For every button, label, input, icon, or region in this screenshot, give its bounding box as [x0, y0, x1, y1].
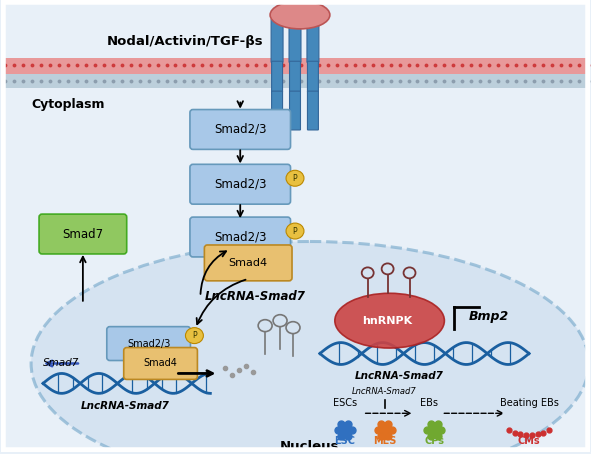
Text: LncRNA-Smad7: LncRNA-Smad7	[204, 290, 306, 303]
Text: LncRNA-Smad7: LncRNA-Smad7	[352, 387, 417, 396]
FancyBboxPatch shape	[124, 348, 197, 380]
Text: P: P	[192, 331, 197, 340]
Text: Smad4: Smad4	[229, 258, 268, 268]
Text: ESCs: ESCs	[333, 398, 357, 408]
FancyBboxPatch shape	[289, 19, 301, 63]
Ellipse shape	[286, 170, 304, 186]
FancyBboxPatch shape	[39, 214, 126, 254]
Text: LncRNA-Smad7: LncRNA-Smad7	[82, 401, 170, 411]
FancyBboxPatch shape	[307, 19, 319, 63]
Text: hnRNPK: hnRNPK	[362, 316, 413, 326]
FancyBboxPatch shape	[272, 91, 282, 130]
Text: Smad2/3: Smad2/3	[214, 178, 267, 191]
FancyBboxPatch shape	[290, 91, 300, 130]
Text: MES: MES	[373, 436, 397, 446]
Text: CPs: CPs	[424, 436, 444, 446]
Text: CMs: CMs	[518, 436, 540, 446]
FancyBboxPatch shape	[190, 217, 291, 257]
FancyBboxPatch shape	[204, 245, 292, 281]
FancyBboxPatch shape	[307, 61, 319, 92]
Ellipse shape	[270, 1, 330, 29]
Ellipse shape	[186, 328, 203, 344]
Text: Smad2/3: Smad2/3	[214, 123, 267, 136]
FancyBboxPatch shape	[271, 19, 283, 63]
Text: Smad7: Smad7	[43, 359, 79, 369]
FancyBboxPatch shape	[272, 61, 282, 92]
Bar	[1, 58, 590, 74]
Ellipse shape	[31, 242, 589, 454]
FancyBboxPatch shape	[190, 109, 291, 149]
Text: Bmp2: Bmp2	[469, 310, 509, 323]
Text: Smad7: Smad7	[62, 227, 103, 241]
Text: EBs: EBs	[420, 398, 439, 408]
Text: Beating EBs: Beating EBs	[499, 398, 558, 408]
Ellipse shape	[335, 293, 444, 348]
Bar	[1, 74, 590, 88]
Text: Smad2/3: Smad2/3	[127, 339, 170, 349]
Text: Nodal/Activin/TGF-βs: Nodal/Activin/TGF-βs	[107, 35, 264, 48]
Ellipse shape	[286, 223, 304, 239]
FancyBboxPatch shape	[307, 91, 319, 130]
FancyBboxPatch shape	[190, 164, 291, 204]
FancyBboxPatch shape	[107, 326, 190, 360]
Text: P: P	[293, 174, 297, 183]
Text: Smad2/3: Smad2/3	[214, 231, 267, 243]
FancyBboxPatch shape	[290, 61, 300, 92]
Text: ESC: ESC	[335, 436, 355, 446]
Text: Smad4: Smad4	[144, 359, 177, 369]
Text: Nucleus: Nucleus	[280, 439, 340, 453]
Text: Cytoplasm: Cytoplasm	[31, 98, 105, 111]
Text: LncRNA-Smad7: LncRNA-Smad7	[355, 371, 444, 381]
Text: P: P	[293, 227, 297, 236]
